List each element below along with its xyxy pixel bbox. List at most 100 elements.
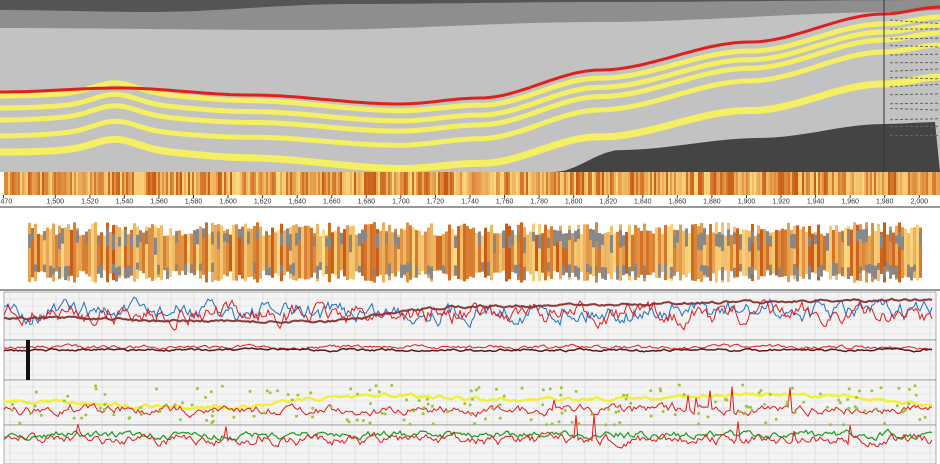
x-tick-label: 1,620: [254, 198, 272, 205]
sample-point: [607, 408, 610, 411]
image-strip-cell: [764, 172, 766, 195]
image-strip-cell: [260, 172, 262, 195]
image-strip-cell: [300, 172, 302, 195]
sample-point: [311, 416, 314, 419]
image-strip-cell: [620, 172, 622, 195]
image-gap: [565, 236, 568, 249]
image-gap: [703, 265, 706, 275]
image-cell: [205, 222, 208, 282]
image-gap: [619, 230, 622, 247]
image-strip-cell: [80, 172, 82, 195]
image-cell: [109, 232, 112, 274]
image-gap: [313, 237, 316, 247]
image-cell: [457, 226, 460, 279]
image-gap: [685, 229, 688, 247]
image-gap: [595, 233, 598, 242]
sample-point: [309, 391, 312, 394]
image-strip-cell: [722, 172, 724, 195]
image-cell: [208, 234, 211, 272]
image-gap: [721, 234, 724, 251]
sample-point: [381, 412, 384, 415]
sample-point: [287, 393, 290, 396]
image-strip-cell: [372, 172, 374, 195]
image-strip-cell: [598, 172, 600, 195]
sample-point: [613, 423, 616, 426]
image-cell: [625, 232, 628, 274]
sample-point: [662, 410, 665, 413]
sample-point: [542, 388, 545, 391]
image-strip-cell: [142, 172, 144, 195]
image-gap: [733, 268, 736, 277]
image-strip-cell: [762, 172, 764, 195]
sample-point: [499, 417, 502, 420]
image-strip-cell: [206, 172, 208, 195]
image-gap: [664, 263, 667, 276]
image-strip-cell: [476, 172, 478, 195]
sample-point: [802, 401, 805, 404]
image-cell: [181, 235, 184, 271]
image-strip-cell: [918, 172, 920, 195]
image-strip-cell: [624, 172, 626, 195]
image-strip-cell: [876, 172, 878, 195]
image-strip-cell: [498, 172, 500, 195]
image-strip-cell: [532, 172, 534, 195]
image-gap: [442, 265, 445, 273]
image-strip-cell: [26, 172, 28, 195]
sample-point: [521, 387, 524, 390]
image-strip-cell: [666, 172, 668, 195]
sample-point: [469, 413, 472, 416]
image-strip-cell: [382, 172, 384, 195]
image-strip-cell: [98, 172, 100, 195]
image-strip-cell: [296, 172, 298, 195]
image-strip-cell: [190, 172, 192, 195]
sample-point: [403, 418, 406, 421]
sample-point: [204, 396, 207, 399]
image-strip-cell: [922, 172, 924, 195]
image-strip-cell: [388, 172, 390, 195]
image-strip-cell: [736, 172, 738, 195]
image-cell: [166, 236, 169, 271]
image-gap: [769, 236, 772, 247]
image-strip-cell: [820, 172, 822, 195]
image-strip-cell: [398, 172, 400, 195]
image-strip-cell: [422, 172, 424, 195]
image-strip-cell: [482, 172, 484, 195]
image-cell: [901, 227, 904, 278]
image-cell: [451, 229, 454, 276]
sample-point: [498, 403, 501, 406]
image-strip-cell: [436, 172, 438, 195]
image-strip-cell: [760, 172, 762, 195]
image-gap: [733, 232, 736, 244]
image-strip-cell: [456, 172, 458, 195]
image-cell: [259, 227, 262, 279]
image-strip-cell: [88, 172, 90, 195]
image-gap: [76, 230, 79, 242]
image-strip-cell: [506, 172, 508, 195]
image-strip-cell: [690, 172, 692, 195]
image-gap: [718, 232, 721, 247]
image-gap: [826, 233, 829, 250]
image-gap: [478, 231, 481, 246]
x-tick-label: 1,840: [634, 198, 652, 205]
image-strip-cell: [584, 172, 586, 195]
image-gap: [295, 233, 298, 245]
image-strip-cell: [196, 172, 198, 195]
image-cell: [811, 234, 814, 273]
image-strip-cell: [880, 172, 882, 195]
sample-point: [875, 408, 878, 411]
image-strip-cell: [540, 172, 542, 195]
image-strip-cell: [416, 172, 418, 195]
sample-point: [35, 391, 38, 394]
image-cell: [163, 236, 166, 270]
image-strip-cell: [70, 172, 72, 195]
image-strip-cell: [130, 172, 132, 195]
image-strip-cell: [730, 172, 732, 195]
sample-point: [622, 394, 625, 397]
image-cell: [79, 235, 82, 270]
image-cell: [250, 229, 253, 277]
image-strip-cell: [522, 172, 524, 195]
image-gap: [28, 234, 31, 248]
image-strip-cell: [500, 172, 502, 195]
image-strip-cell: [912, 172, 914, 195]
image-strip-cell: [438, 172, 440, 195]
